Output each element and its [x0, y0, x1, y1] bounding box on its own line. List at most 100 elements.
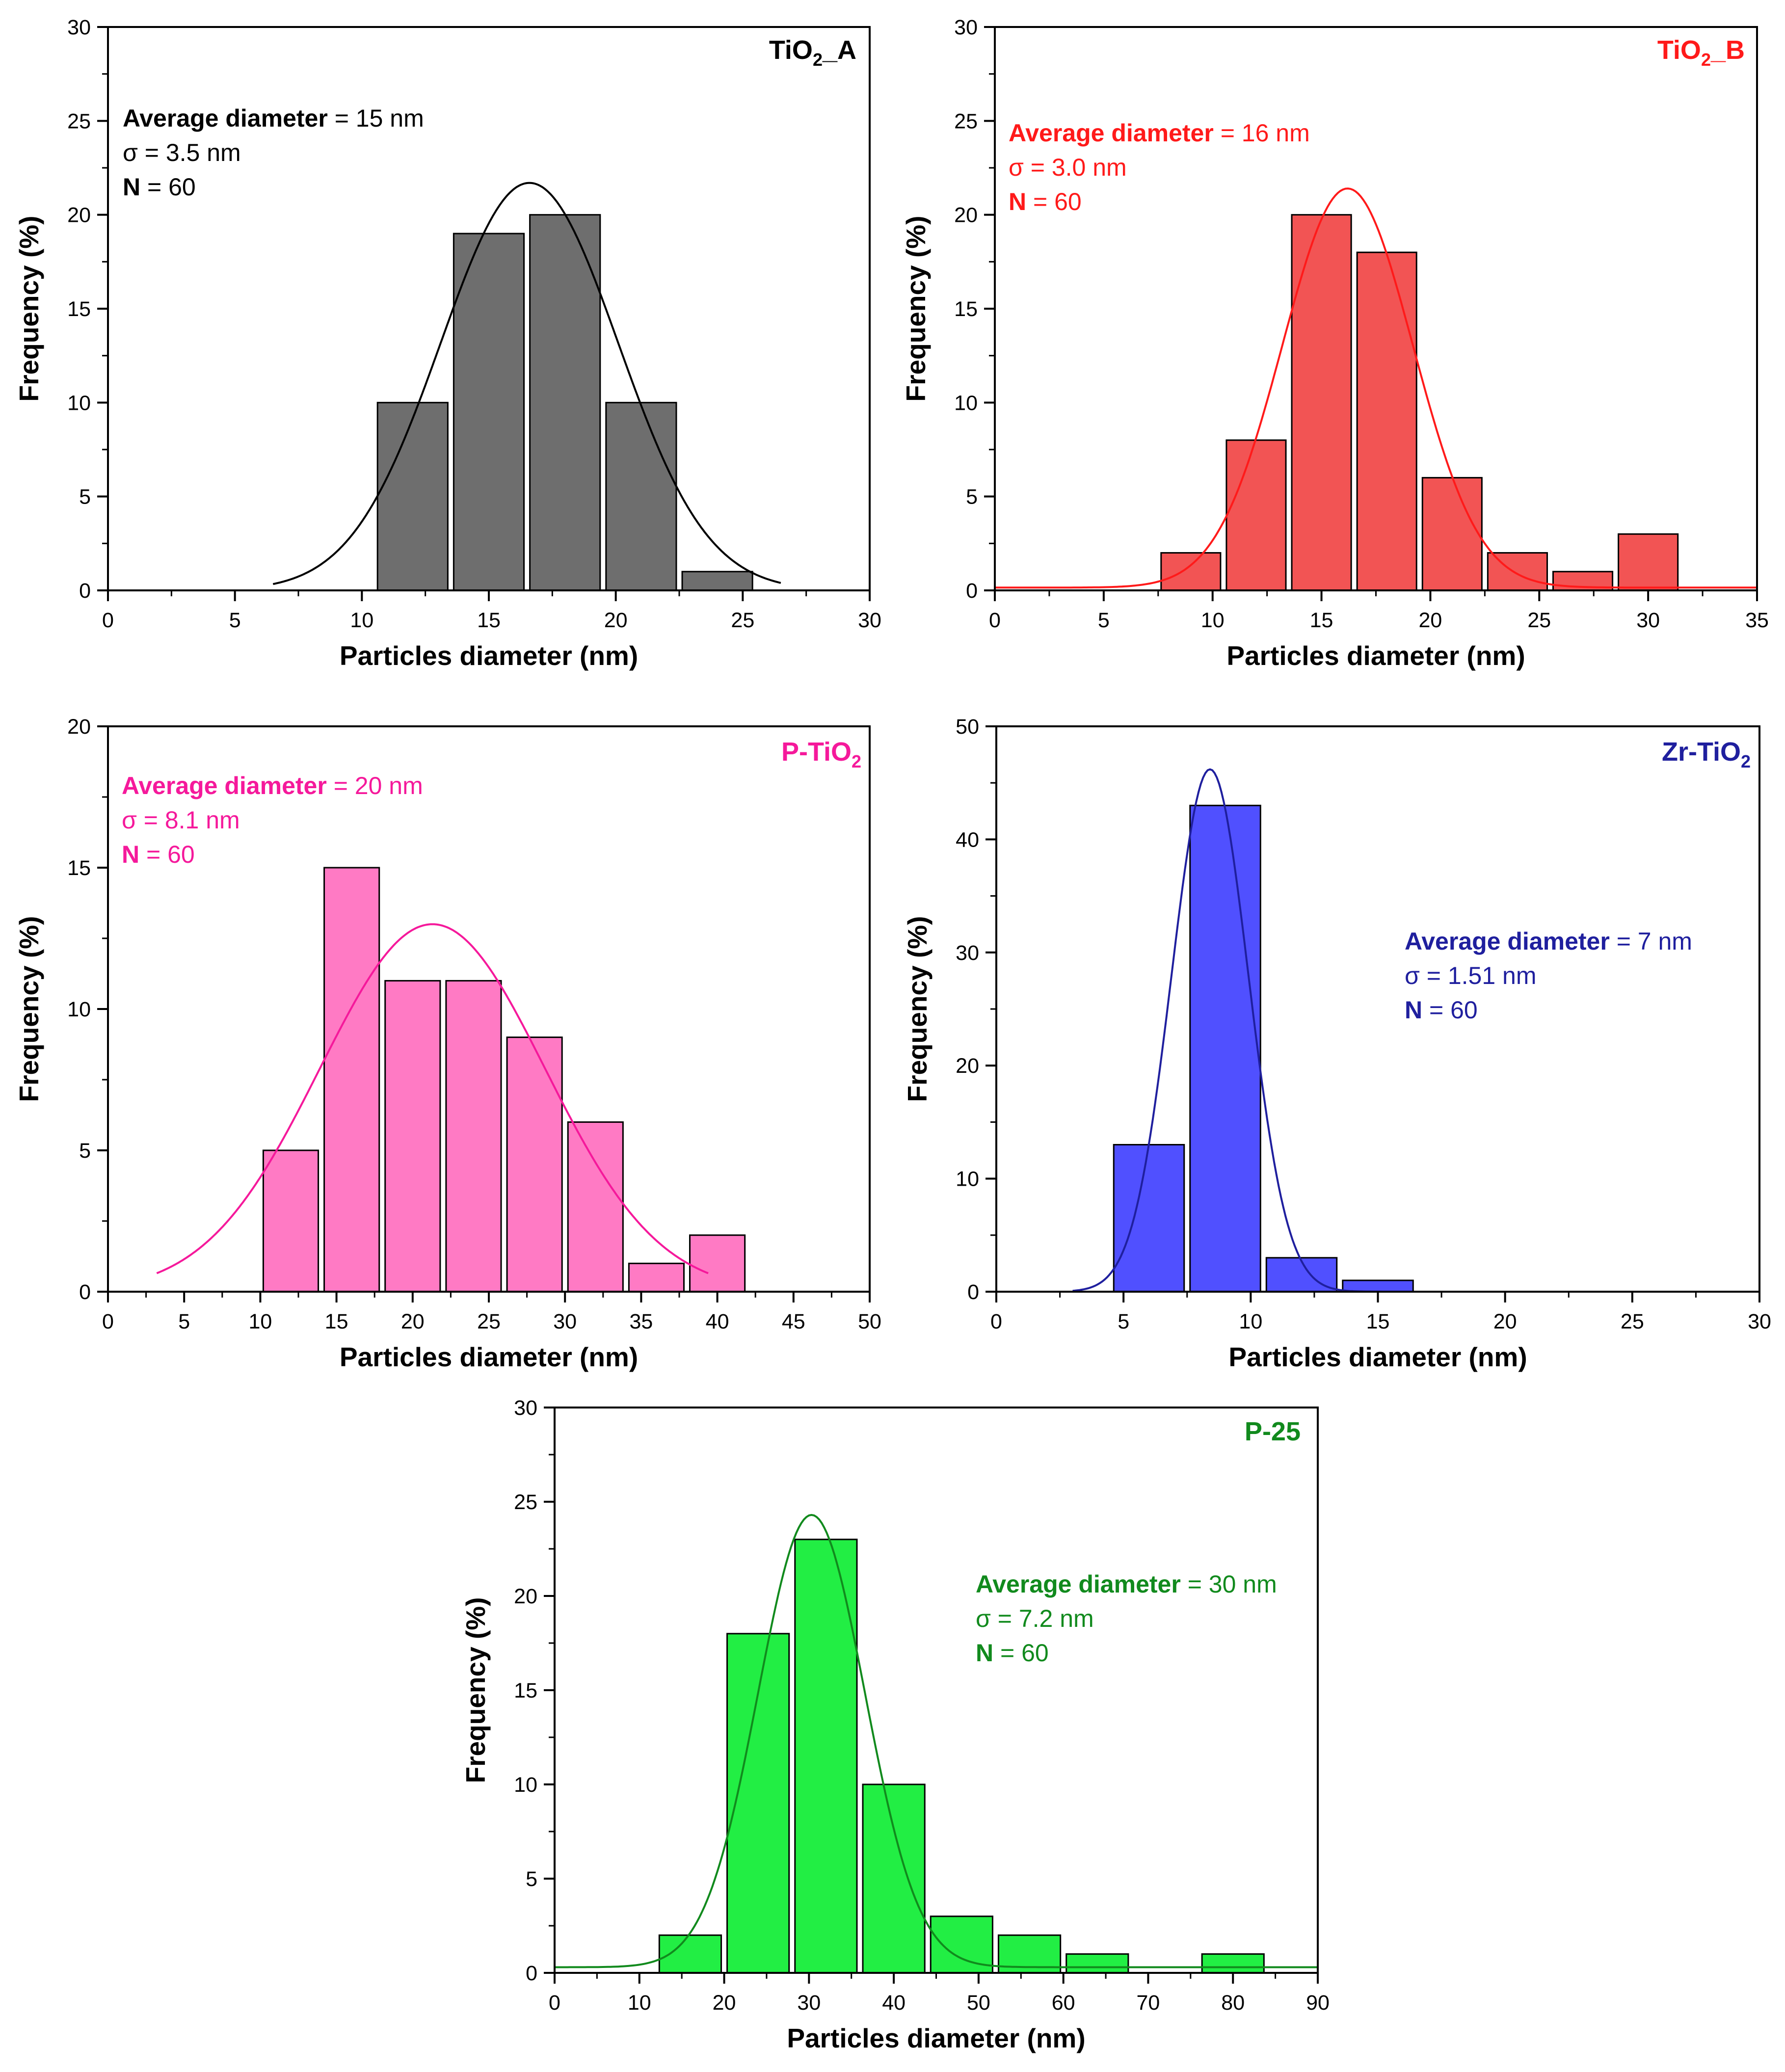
x-tick-label: 50	[858, 1310, 881, 1333]
x-tick-label: 40	[882, 1991, 906, 2015]
stat-label: Average diameter	[1009, 119, 1214, 147]
stat-label: N	[1009, 188, 1026, 215]
stat-line: N = 60	[123, 173, 196, 201]
panel-label: P-25	[1245, 1417, 1301, 1446]
stat-line: σ = 8.1 nm	[122, 806, 240, 834]
x-tick-label: 30	[553, 1310, 577, 1333]
stat-line: σ = 7.2 nm	[976, 1605, 1094, 1632]
x-tick-label: 0	[102, 1310, 114, 1333]
y-tick-label: 30	[514, 1396, 537, 1420]
label-subscript: 2	[852, 751, 861, 771]
stat-line: Average diameter = 30 nm	[976, 1570, 1277, 1598]
stat-value: = 3.0 nm	[1024, 154, 1127, 181]
stat-value: = 16 nm	[1214, 119, 1310, 147]
x-tick-label: 30	[858, 609, 881, 632]
x-tick-label: 50	[967, 1991, 990, 2015]
y-tick-label: 15	[67, 856, 91, 880]
x-tick-label: 10	[350, 609, 373, 632]
histogram-bar	[567, 1121, 624, 1293]
x-tick-label: 20	[604, 609, 628, 632]
y-tick-label: 20	[956, 1054, 979, 1078]
histogram-bar	[794, 1539, 858, 1974]
y-tick-label: 15	[514, 1679, 537, 1702]
stat-line: σ = 1.51 nm	[1405, 962, 1537, 989]
y-tick-label: 15	[67, 297, 91, 321]
y-tick-label: 25	[514, 1490, 537, 1514]
histogram-bar	[1291, 214, 1352, 591]
y-axis-title: Frequency (%)	[901, 216, 931, 402]
histogram-bar	[681, 571, 753, 591]
gaussian-fit-curve	[272, 182, 781, 585]
histogram-bar	[1066, 1953, 1129, 1974]
stat-label: Average diameter	[122, 772, 327, 799]
histogram-bar	[323, 867, 380, 1293]
histogram-bar	[1342, 1279, 1414, 1293]
stat-value: = 60	[140, 173, 196, 201]
x-tick-label: 20	[713, 1991, 736, 2015]
stat-line: Average diameter = 7 nm	[1405, 928, 1692, 955]
y-tick-label: 0	[79, 579, 91, 603]
stat-value: = 60	[139, 841, 195, 868]
stat-label: N	[122, 841, 139, 868]
label-part: _A	[822, 35, 856, 65]
histogram-bar	[1160, 552, 1222, 591]
x-axis-title: Particles diameter (nm)	[1228, 1342, 1527, 1372]
panel-zr-tio2: 0 5 10 15 20 25 30 0 10 20 30 40 50 Particles diamete…	[902, 715, 1771, 1372]
stat-label: σ	[123, 139, 138, 166]
gaussian-fit-curve	[995, 187, 1757, 589]
histogram-bar	[384, 980, 441, 1293]
stat-value: = 15 nm	[328, 105, 424, 132]
x-tick-label: 5	[178, 1310, 190, 1333]
y-tick-label: 15	[954, 297, 978, 321]
stat-value: = 7.2 nm	[991, 1605, 1094, 1632]
stat-label: N	[976, 1639, 993, 1667]
y-tick-label: 0	[966, 579, 978, 603]
x-tick-label: 5	[1098, 609, 1110, 632]
stat-value: = 30 nm	[1181, 1570, 1277, 1598]
x-tick-label: 0	[102, 609, 114, 632]
y-tick-label: 0	[967, 1280, 979, 1304]
stat-value: = 1.51 nm	[1420, 962, 1537, 989]
y-tick-label: 25	[954, 109, 978, 133]
y-tick-label: 10	[67, 998, 91, 1021]
stat-value: = 60	[993, 1639, 1049, 1667]
histogram-bar	[1189, 804, 1261, 1293]
histogram-bar	[1113, 1143, 1185, 1293]
x-tick-label: 25	[1621, 1310, 1644, 1333]
x-axis-title: Particles diameter (nm)	[1226, 640, 1525, 671]
y-tick-label: 30	[956, 941, 979, 965]
histogram-bar	[605, 401, 677, 591]
panel-p-25: 0 10 20 30 40 50 60 70 80 90 0 5 10 15 20 25 30 Particles…	[460, 1396, 1330, 2053]
x-tick-label: 30	[797, 1991, 821, 2015]
y-tick-label: 25	[67, 109, 91, 133]
y-tick-label: 0	[79, 1280, 91, 1304]
y-tick-label: 5	[526, 1867, 537, 1891]
x-tick-label: 20	[1419, 609, 1442, 632]
x-tick-label: 20	[1493, 1310, 1517, 1333]
panel-label: P-TiO2	[781, 737, 861, 771]
histogram-bar	[628, 1262, 685, 1293]
y-tick-label: 5	[966, 485, 978, 509]
stat-line: σ = 3.0 nm	[1009, 154, 1127, 181]
histogram-bar	[376, 401, 449, 591]
panel-tio2-b: 0 5 10 15 20 25 30 35 0 5 10 15 20 25 30 Particles diam…	[901, 16, 1769, 671]
x-axis-title: Particles diameter (nm)	[340, 1342, 638, 1372]
stat-label: Average diameter	[1405, 928, 1610, 955]
panel-label: TiO2_B	[1657, 35, 1745, 70]
x-tick-label: 30	[1748, 1310, 1771, 1333]
x-tick-label: 5	[229, 609, 241, 632]
stat-value: = 3.5 nm	[138, 139, 241, 166]
panel-label: TiO2_A	[769, 35, 856, 70]
label-part: TiO	[769, 35, 813, 65]
x-tick-label: 0	[990, 1310, 1002, 1333]
histogram-bar	[445, 980, 502, 1293]
x-tick-label: 15	[325, 1310, 348, 1333]
x-tick-label: 30	[1636, 609, 1660, 632]
gaussian-fit-curve	[156, 923, 709, 1275]
label-subscript: 2	[1741, 751, 1751, 771]
panel-label: Zr-TiO2	[1662, 737, 1751, 771]
x-tick-label: 80	[1221, 1991, 1245, 2015]
x-tick-label: 10	[1239, 1310, 1262, 1333]
stat-label: σ	[1009, 154, 1024, 181]
